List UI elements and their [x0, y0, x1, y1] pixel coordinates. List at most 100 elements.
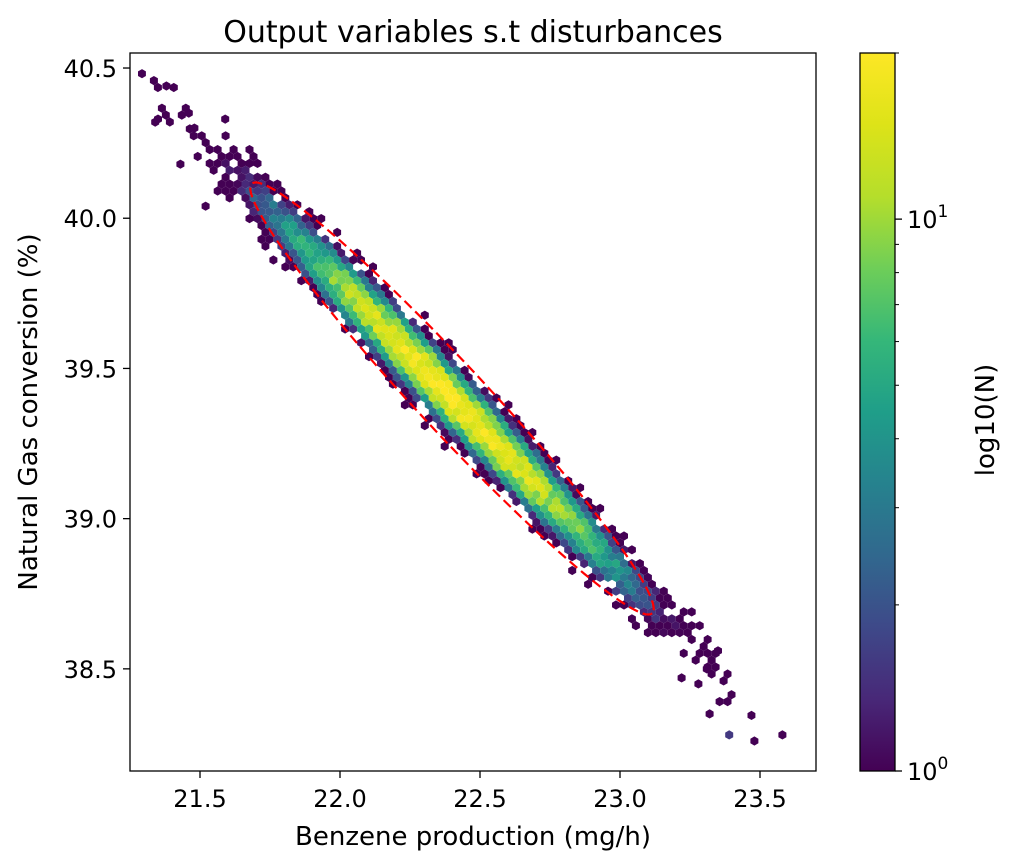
hexbin	[564, 490, 573, 500]
hexbin	[245, 214, 254, 224]
hexbin	[452, 434, 461, 444]
hexbin	[377, 303, 385, 313]
hexbin	[488, 427, 497, 438]
y-tick-label: 40.5	[64, 55, 117, 83]
hexbin	[349, 310, 358, 320]
chart-title: Output variables s.t disturbances	[223, 15, 723, 50]
colorbar-ticks: 100 101	[895, 52, 948, 786]
hexbin	[440, 400, 449, 410]
hexbin	[596, 503, 605, 513]
hexbin	[404, 379, 413, 389]
hexbin	[548, 503, 557, 513]
hexbin	[301, 241, 310, 251]
hexbin	[643, 628, 652, 638]
hexbin	[504, 483, 513, 493]
hexbin	[556, 517, 565, 527]
hexbin	[396, 338, 405, 348]
hexbin	[496, 455, 505, 465]
hexbin	[309, 227, 318, 237]
hexbin	[524, 434, 533, 444]
hexbin	[213, 145, 222, 155]
x-tick-label: 22.5	[453, 785, 506, 813]
hexbin	[488, 441, 497, 451]
hexbin	[492, 462, 501, 472]
hexbin	[512, 455, 521, 465]
hexbin	[381, 310, 389, 320]
hexbin	[588, 572, 597, 582]
hexbin	[524, 462, 533, 472]
hexbin	[357, 283, 365, 293]
hexbin	[317, 214, 326, 224]
hexbin	[365, 283, 373, 293]
hexbin	[496, 441, 505, 451]
hexbin	[201, 138, 210, 148]
hexbin	[225, 179, 234, 189]
hexbin	[309, 283, 318, 293]
hexbin	[440, 414, 449, 424]
hexbin	[396, 310, 405, 320]
hexbin	[472, 441, 481, 451]
hexbin	[612, 586, 620, 596]
hexbin	[663, 593, 672, 603]
hexbin	[500, 434, 509, 444]
hexbin	[512, 496, 521, 507]
hexbin	[532, 517, 541, 527]
hexbin	[520, 469, 529, 479]
hexbin	[321, 276, 330, 286]
hexbin	[635, 600, 644, 610]
hexbin	[560, 538, 569, 548]
hexbin	[253, 214, 262, 224]
hexbin	[675, 628, 684, 638]
hexbin	[715, 697, 724, 707]
hexbin	[241, 179, 250, 189]
hexbin	[568, 483, 577, 493]
x-tick-label: 23.0	[593, 785, 646, 813]
hexbin	[317, 241, 326, 251]
hexbin	[273, 234, 282, 244]
hexbin	[241, 193, 250, 203]
hexbin	[424, 386, 433, 396]
y-tick-label: 39.5	[64, 355, 117, 383]
hexbin	[691, 655, 700, 665]
hexbin	[572, 503, 581, 513]
hexbin	[213, 158, 222, 168]
hexbin	[388, 338, 397, 348]
hexbin	[432, 358, 441, 369]
hexbin	[404, 365, 413, 375]
hexbin	[281, 262, 290, 272]
hexbin	[631, 579, 640, 589]
hexbin	[440, 386, 449, 396]
hexbin	[584, 538, 593, 548]
hexbin	[416, 331, 425, 341]
hexbin	[388, 296, 397, 306]
hexbin	[361, 303, 369, 313]
hexbin	[552, 483, 561, 493]
hexbin	[651, 628, 660, 638]
hexbin	[536, 469, 545, 479]
hexbin	[572, 517, 581, 527]
hexbin	[631, 593, 640, 603]
hexbin	[329, 303, 338, 313]
outlier-hexbin	[190, 123, 199, 133]
hexbin	[612, 545, 620, 555]
hexbin	[528, 483, 537, 493]
hexbin	[161, 110, 170, 120]
hexbin	[564, 503, 573, 513]
hexbin	[233, 165, 242, 175]
hexbin	[516, 434, 525, 444]
hexbin	[448, 358, 457, 369]
hexbin	[333, 296, 342, 306]
outlier-hexbin	[221, 114, 230, 124]
hexbin	[373, 283, 381, 293]
hexbin	[301, 227, 310, 237]
outlier-hexbin	[705, 709, 714, 719]
hexbin	[616, 565, 624, 576]
hexbin	[381, 338, 389, 348]
hexbin	[313, 262, 322, 272]
y-tick-label: 38.5	[64, 656, 117, 684]
hexbin	[436, 421, 445, 431]
hexbin	[269, 214, 278, 224]
hexbin	[711, 662, 720, 672]
hexbin	[580, 559, 589, 569]
hexbin	[476, 421, 485, 431]
